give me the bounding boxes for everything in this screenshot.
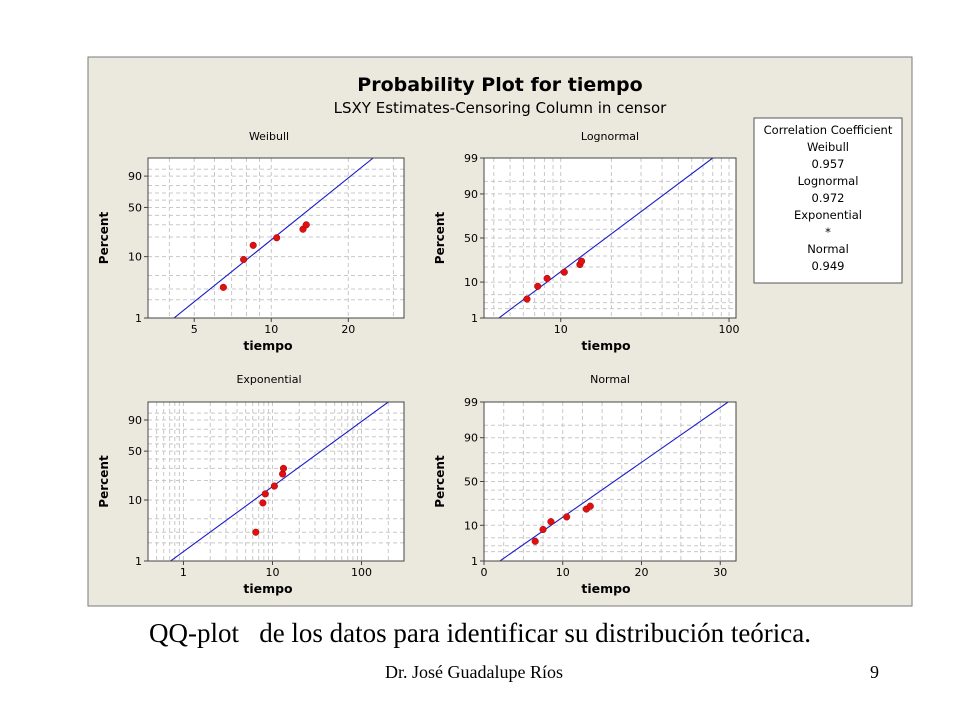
- slide-caption: QQ-plot de los datos para identificar su…: [148, 618, 812, 648]
- data-point: [302, 221, 310, 229]
- fit-line: [498, 402, 729, 561]
- data-point: [547, 518, 555, 526]
- data-point: [543, 274, 551, 282]
- figure-subtitle: LSXY Estimates-Censoring Column in censo…: [334, 99, 668, 117]
- y-tick-label: 50: [128, 201, 142, 214]
- x-tick-label: 20: [635, 566, 649, 579]
- x-axis-label: tiempo: [581, 338, 631, 353]
- data-point: [259, 499, 267, 507]
- x-tick-label: 1: [180, 566, 187, 579]
- y-tick-label: 10: [464, 519, 478, 532]
- data-point: [539, 525, 547, 534]
- y-axis-label: Percent: [97, 212, 111, 265]
- data-point: [534, 282, 542, 290]
- data-point: [586, 502, 594, 510]
- plot-area: [148, 402, 404, 561]
- legend-line-6: *: [825, 225, 831, 239]
- x-tick-label: 100: [351, 566, 372, 579]
- y-tick-label: 90: [464, 188, 478, 201]
- y-axis-label: Percent: [433, 212, 447, 265]
- y-tick-label: 99: [464, 396, 478, 409]
- fit-line: [498, 158, 714, 318]
- legend-line-8: 0.949: [812, 259, 845, 273]
- y-axis-label: Percent: [433, 455, 447, 508]
- fit-line: [173, 158, 374, 318]
- y-tick-label: 1: [471, 555, 478, 568]
- data-point: [252, 528, 260, 536]
- data-point: [578, 257, 586, 265]
- subplot-title: Normal: [590, 373, 630, 386]
- y-tick-label: 1: [135, 312, 142, 325]
- y-tick-label: 50: [464, 476, 478, 489]
- y-tick-label: 10: [464, 276, 478, 289]
- x-tick-label: 10: [264, 323, 278, 336]
- y-tick-label: 90: [464, 432, 478, 445]
- correlation-legend: Correlation Coefficient Weibull 0.957 Logno…: [753, 117, 903, 284]
- data-point: [523, 295, 531, 303]
- data-point: [249, 241, 257, 249]
- plot-frame: [147, 157, 405, 319]
- legend-box: [753, 117, 903, 284]
- legend-line-4: 0.972: [812, 191, 845, 205]
- data-point: [273, 234, 281, 242]
- data-point: [279, 464, 288, 472]
- legend-line-7: Normal: [807, 242, 849, 256]
- x-tick-label: 0: [481, 566, 488, 579]
- data-point: [270, 482, 278, 490]
- data-point: [531, 537, 539, 545]
- subplot-title: Weibull: [249, 130, 289, 143]
- legend-line-0: Correlation Coefficient: [764, 123, 893, 137]
- x-tick-label: 5: [191, 323, 198, 336]
- y-tick-label: 1: [471, 312, 478, 325]
- x-tick-label: 10: [265, 566, 279, 579]
- subplot-normal: 0 10 20 30 1 10 50 90 99 Normal tiempo Percent: [433, 373, 737, 596]
- data-point: [560, 268, 568, 276]
- y-tick-label: 90: [128, 414, 142, 427]
- y-tick-label: 1: [135, 555, 142, 568]
- subplot-lognormal: 10 100 1 10 50 90 99 Lognormal tiempo Percent: [433, 130, 740, 353]
- x-tick-label: 10: [554, 323, 568, 336]
- data-point: [563, 513, 571, 521]
- y-axis-label: Percent: [97, 455, 111, 508]
- x-axis-label: tiempo: [581, 581, 631, 596]
- y-tick-label: 99: [464, 152, 478, 165]
- legend-line-2: 0.957: [812, 157, 845, 171]
- data-point: [261, 490, 269, 498]
- x-axis-label: tiempo: [243, 581, 293, 596]
- legend-lines: Correlation Coefficient Weibull 0.957 Logno…: [764, 123, 893, 273]
- subplot-title: Lognormal: [581, 130, 639, 143]
- legend-line-3: Lognormal: [798, 174, 859, 188]
- y-tick-label: 90: [128, 170, 142, 183]
- y-tick-label: 10: [128, 251, 142, 264]
- legend-line-1: Weibull: [807, 140, 849, 154]
- y-tick-label: 50: [128, 445, 142, 458]
- footer-page-number: 9: [870, 662, 879, 682]
- figure-title: Probability Plot for tiempo: [357, 74, 642, 96]
- x-tick-label: 30: [713, 566, 727, 579]
- x-tick-label: 100: [719, 323, 740, 336]
- plot-frame: [147, 401, 405, 562]
- x-tick-label: 10: [556, 566, 570, 579]
- data-point: [240, 255, 248, 264]
- subplot-exponential: 1 10 100 1 10 50 90 Exponential tiempo Percent: [97, 373, 405, 596]
- y-tick-label: 10: [128, 494, 142, 507]
- x-tick-label: 20: [341, 323, 355, 336]
- x-axis-label: tiempo: [243, 338, 293, 353]
- y-tick-label: 50: [464, 232, 478, 245]
- legend-line-5: Exponential: [794, 208, 862, 222]
- data-point: [219, 283, 227, 291]
- subplot-weibull: 5 10 20 1 10 50 90 Weibull tiempo Percent: [97, 130, 405, 353]
- subplot-title: Exponential: [236, 373, 301, 386]
- footer-author: Dr. José Guadalupe Ríos: [385, 662, 563, 682]
